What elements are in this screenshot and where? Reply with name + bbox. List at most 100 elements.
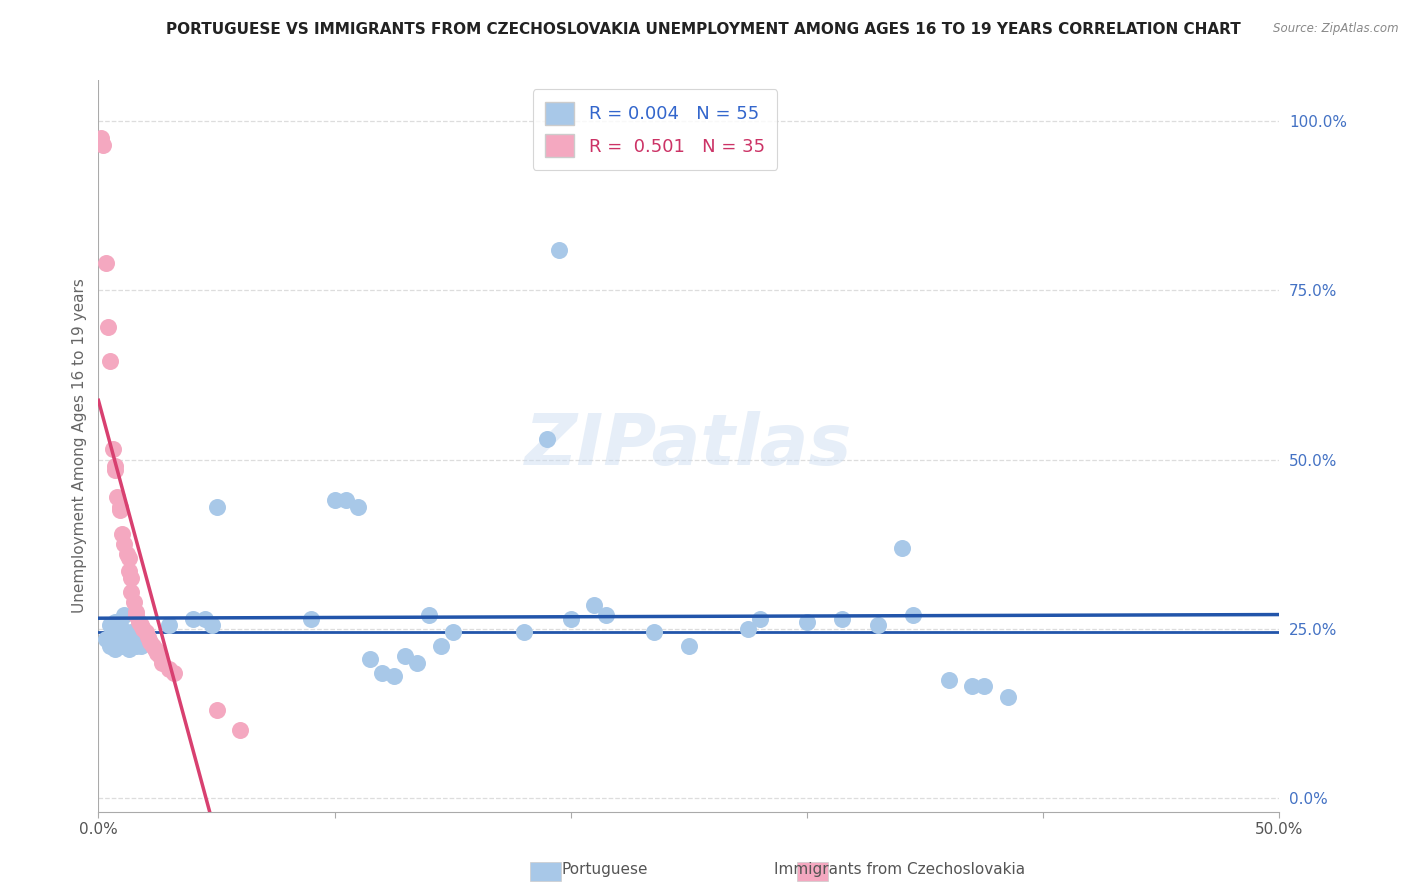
Point [121, 584, 143, 599]
Point [229, 723, 252, 738]
Point [323, 493, 346, 508]
Point [938, 673, 960, 687]
Point [118, 642, 141, 657]
Point [104, 642, 127, 657]
Point [118, 564, 141, 578]
Point [101, 442, 124, 457]
Point [104, 463, 127, 477]
Point [997, 690, 1019, 704]
Point [125, 608, 148, 623]
Point [98, 354, 121, 368]
Point [831, 612, 853, 626]
Point [801, 863, 824, 877]
Point [112, 537, 135, 551]
Point [866, 618, 889, 632]
Point [104, 615, 127, 629]
Point [132, 629, 155, 643]
Point [121, 571, 143, 585]
Text: Immigrants from Czechoslovakia: Immigrants from Czechoslovakia [775, 863, 1025, 877]
Point [125, 605, 148, 619]
Point [98, 618, 121, 632]
Point [157, 618, 180, 632]
Point [132, 622, 155, 636]
Point [94, 632, 117, 646]
Point [347, 500, 370, 514]
Point [118, 550, 141, 565]
Point [94, 256, 117, 270]
Point [737, 622, 759, 636]
Point [201, 618, 224, 632]
Point [537, 863, 560, 877]
Y-axis label: Unemployment Among Ages 16 to 19 years: Unemployment Among Ages 16 to 19 years [72, 278, 87, 614]
Point [181, 612, 204, 626]
Text: ZIPatlas: ZIPatlas [526, 411, 852, 481]
Point [135, 625, 157, 640]
Point [129, 618, 152, 632]
Point [643, 625, 665, 640]
Point [136, 630, 159, 644]
Point [108, 503, 131, 517]
Point [205, 703, 228, 717]
Point [108, 618, 131, 632]
Point [157, 663, 180, 677]
Point [512, 625, 534, 640]
Point [115, 635, 138, 649]
Point [111, 527, 134, 541]
Point [122, 632, 145, 646]
Point [105, 632, 128, 646]
Point [139, 635, 162, 649]
Point [796, 615, 818, 629]
Text: PORTUGUESE VS IMMIGRANTS FROM CZECHOSLOVAKIA UNEMPLOYMENT AMONG AGES 16 TO 19 YE: PORTUGUESE VS IMMIGRANTS FROM CZECHOSLOV… [166, 22, 1240, 37]
Point [142, 639, 165, 653]
Point [90, 131, 112, 145]
Point [163, 665, 186, 680]
Point [108, 500, 131, 514]
Point [108, 625, 131, 640]
Point [112, 608, 135, 623]
Text: Portuguese: Portuguese [561, 863, 648, 877]
Point [146, 646, 169, 660]
Legend: R = 0.004   N = 55, R =  0.501   N = 35: R = 0.004 N = 55, R = 0.501 N = 35 [533, 89, 778, 170]
Point [111, 639, 134, 653]
Point [128, 632, 150, 646]
Point [122, 595, 145, 609]
Point [121, 625, 143, 640]
Point [91, 137, 114, 152]
Point [359, 652, 381, 666]
Point [595, 608, 617, 623]
Point [371, 665, 394, 680]
Text: Source: ZipAtlas.com: Source: ZipAtlas.com [1274, 22, 1399, 36]
Point [560, 612, 582, 626]
Point [135, 632, 157, 646]
Point [115, 547, 138, 561]
Point [418, 608, 440, 623]
Point [299, 612, 322, 626]
Point [394, 648, 416, 663]
Point [98, 639, 121, 653]
Point [973, 680, 995, 694]
Point [150, 656, 173, 670]
Point [903, 608, 925, 623]
Point [441, 625, 464, 640]
Point [406, 656, 429, 670]
Point [104, 459, 127, 474]
Point [430, 639, 453, 653]
Point [205, 500, 228, 514]
Point [125, 639, 148, 653]
Point [149, 648, 172, 663]
Point [105, 490, 128, 504]
Point [548, 243, 571, 257]
Point [143, 642, 166, 657]
Point [129, 639, 152, 653]
Point [335, 493, 357, 508]
Point [194, 612, 217, 626]
Point [962, 680, 984, 694]
Point [536, 432, 558, 446]
Point [678, 639, 700, 653]
Point [101, 629, 124, 643]
Point [583, 598, 606, 612]
Point [748, 612, 770, 626]
Point [112, 629, 135, 643]
Point [97, 320, 120, 334]
Point [128, 615, 150, 629]
